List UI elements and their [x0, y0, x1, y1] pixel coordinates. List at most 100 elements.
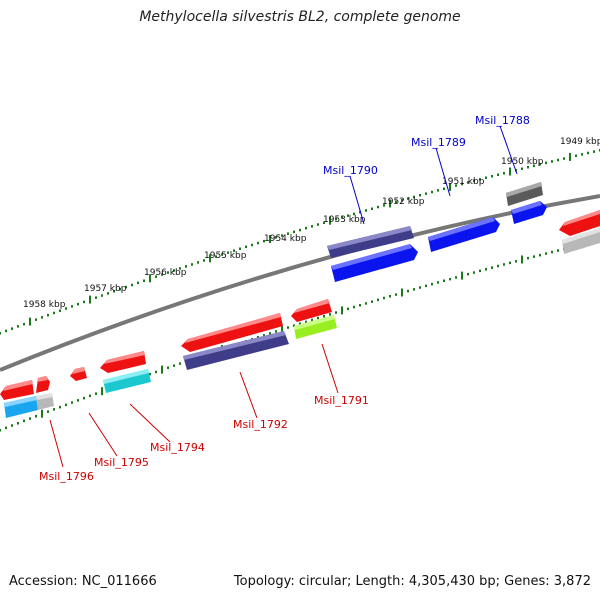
major-tick: [29, 317, 31, 326]
minor-tick: [383, 204, 385, 207]
minor-tick: [203, 259, 205, 262]
minor-tick: [461, 182, 463, 186]
gene-label-msil-1788[interactable]: Msil_1788: [475, 114, 530, 127]
minor-tick: [323, 221, 325, 224]
gene-label-msil-1794[interactable]: Msil_1794: [150, 441, 205, 454]
minor-tick: [479, 269, 481, 273]
minor-tick: [449, 277, 451, 281]
major-tick: [161, 365, 163, 374]
minor-tick: [239, 247, 241, 250]
minor-tick: [473, 271, 475, 274]
minor-tick: [23, 322, 25, 326]
minor-tick: [137, 281, 139, 285]
major-tick: [269, 235, 271, 243]
minor-tick: [17, 325, 19, 328]
minor-tick: [443, 279, 445, 282]
minor-tick: [77, 399, 79, 402]
minor-tick: [11, 327, 13, 330]
minor-tick: [497, 264, 499, 268]
minor-tick: [287, 326, 289, 329]
kbp-label: 1958 kbp: [23, 300, 66, 310]
minor-tick: [53, 408, 55, 411]
kbp-label: 1953 kbp: [323, 215, 366, 225]
kbp-label: 1955 kbp: [204, 251, 247, 261]
minor-tick: [47, 313, 49, 317]
minor-tick: [143, 279, 145, 282]
minor-tick: [377, 205, 379, 209]
minor-tick: [509, 261, 511, 265]
gene-labels: Msil_1790 Msil_1789 Msil_1788 Msil_1796 …: [39, 114, 530, 483]
minor-tick: [5, 329, 7, 333]
label-leaders: [49, 125, 518, 468]
minor-tick: [83, 396, 85, 400]
minor-tick: [5, 426, 7, 430]
minor-tick: [587, 151, 589, 155]
minor-tick: [191, 263, 193, 266]
minor-tick: [0, 332, 1, 335]
gene-msil-1788[interactable]: [511, 201, 547, 224]
minor-tick: [395, 293, 397, 296]
minor-tick: [23, 419, 25, 423]
minor-tick: [95, 392, 97, 395]
minor-tick: [527, 166, 529, 169]
minor-tick: [311, 318, 313, 322]
minor-tick: [149, 372, 151, 376]
page-title: Methylocella silvestris BL2, complete ge…: [139, 9, 461, 25]
minor-tick: [29, 417, 31, 420]
minor-tick: [401, 199, 403, 202]
gene-label-msil-1792[interactable]: Msil_1792: [233, 418, 288, 431]
minor-tick: [323, 315, 325, 318]
minor-tick: [263, 239, 265, 243]
minor-tick: [71, 305, 73, 308]
gene-label-msil-1790[interactable]: Msil_1790: [323, 164, 378, 177]
kbp-labels: 1958 kbp 1957 kbp 1956 kbp 1955 kbp 1954…: [23, 137, 600, 310]
outer-tick-ruler: [0, 149, 600, 335]
minor-tick: [425, 284, 427, 288]
minor-tick: [179, 362, 181, 365]
gene-label-msil-1791[interactable]: Msil_1791: [314, 394, 369, 407]
major-tick: [149, 274, 151, 283]
major-tick: [521, 255, 523, 264]
minor-tick: [539, 253, 541, 257]
minor-tick: [179, 267, 181, 270]
gene-msil-1789[interactable]: [428, 217, 500, 252]
minor-tick: [305, 226, 307, 230]
kbp-label: 1952 kbp: [382, 197, 425, 207]
gene-label-msil-1795[interactable]: Msil_1795: [94, 456, 149, 469]
minor-tick: [167, 271, 169, 274]
minor-tick: [425, 192, 427, 195]
kbp-label: 1956 kbp: [144, 268, 187, 278]
minor-tick: [533, 255, 535, 258]
genome-summary-text: Topology: circular; Length: 4,305,430 bp…: [233, 574, 591, 589]
accession-text: Accession: NC_011666: [9, 574, 157, 589]
major-tick: [329, 216, 331, 225]
minor-tick: [299, 322, 301, 325]
minor-tick: [251, 243, 253, 247]
forward-genes: [327, 182, 600, 282]
major-tick: [209, 254, 211, 263]
minor-tick: [47, 410, 49, 413]
minor-tick: [65, 307, 67, 310]
minor-tick: [503, 172, 505, 175]
minor-tick: [551, 250, 553, 254]
minor-tick: [83, 300, 85, 304]
gene-forward-blue-1[interactable]: [331, 244, 418, 282]
minor-tick: [497, 173, 499, 176]
minor-tick: [317, 316, 319, 320]
minor-tick: [329, 313, 331, 316]
kbp-label: 1957 kbp: [84, 284, 127, 294]
minor-tick: [365, 209, 367, 212]
minor-tick: [299, 228, 301, 232]
minor-tick: [215, 255, 217, 258]
gene-label-msil-1796[interactable]: Msil_1796: [39, 470, 94, 483]
minor-tick: [371, 300, 373, 303]
kbp-label: 1951 kbp: [442, 177, 485, 187]
kbp-label: 1950 kbp: [501, 157, 544, 167]
minor-tick: [347, 214, 349, 217]
gene-label-msil-1789[interactable]: Msil_1789: [411, 136, 466, 149]
minor-tick: [161, 273, 163, 276]
minor-tick: [305, 320, 307, 324]
minor-tick: [563, 157, 565, 160]
